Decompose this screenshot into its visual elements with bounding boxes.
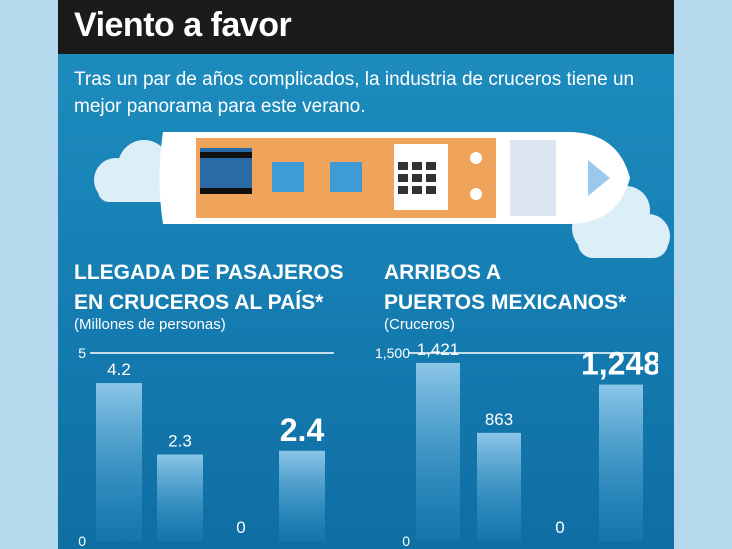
chart1-data-label: 2.4 — [280, 412, 325, 448]
chart2-bar — [477, 432, 521, 541]
chart1-ytick-top: 5 — [78, 345, 86, 361]
chart1-title: LLEGADA DE PASAJEROS EN CRUCEROS AL PAÍS… — [74, 258, 344, 318]
chart2-data-label: 1,421 — [417, 340, 460, 359]
chart1-data-label: 0 — [236, 518, 245, 537]
chart1-data-label: 2.3 — [168, 432, 192, 451]
chart2-plot: 1,500 0 1,421 863 0 1,248 — [375, 340, 658, 549]
chart1-bar — [96, 383, 142, 541]
chart1-title-line1: LLEGADA DE PASAJEROS — [74, 261, 344, 284]
infographic-panel: Viento a favor Tras un par de años compl… — [58, 0, 674, 549]
chart2-unit: (Cruceros) — [384, 316, 455, 333]
chart2-data-label: 0 — [555, 518, 564, 537]
chart1-bar — [157, 454, 203, 541]
side-margin-right — [674, 0, 732, 549]
chart2-title-line2: PUERTOS MEXICANOS* — [384, 291, 627, 314]
chart1-plot: 5 0 4.2 2.3 0 2.4 — [78, 345, 334, 549]
cruise-ship-illustration — [94, 132, 670, 258]
page-title: Viento a favor — [74, 6, 292, 44]
chart2-title-line1: ARRIBOS A — [384, 261, 502, 284]
title-bar: Viento a favor — [58, 0, 674, 54]
chart1-bar — [279, 450, 325, 541]
chart2-data-label: 863 — [485, 410, 513, 429]
chart2-data-label: 1,248 — [581, 346, 658, 382]
chart1-unit: (Millones de personas) — [74, 316, 226, 333]
chart2-ytick-bottom: 0 — [402, 533, 410, 549]
chart1-title-line2: EN CRUCEROS AL PAÍS* — [74, 291, 324, 314]
chart1-ytick-bottom: 0 — [78, 533, 86, 549]
ship-hull-icon — [159, 132, 630, 224]
side-margin-left — [0, 0, 58, 549]
chart2-bar — [599, 384, 643, 541]
chart2-ytick-top: 1,500 — [375, 345, 410, 361]
page-subtitle: Tras un par de años complicados, la indu… — [74, 69, 635, 117]
chart1-data-label: 4.2 — [107, 360, 131, 379]
chart2-title: ARRIBOS A PUERTOS MEXICANOS* — [384, 258, 626, 318]
chart2-bar — [416, 362, 460, 541]
